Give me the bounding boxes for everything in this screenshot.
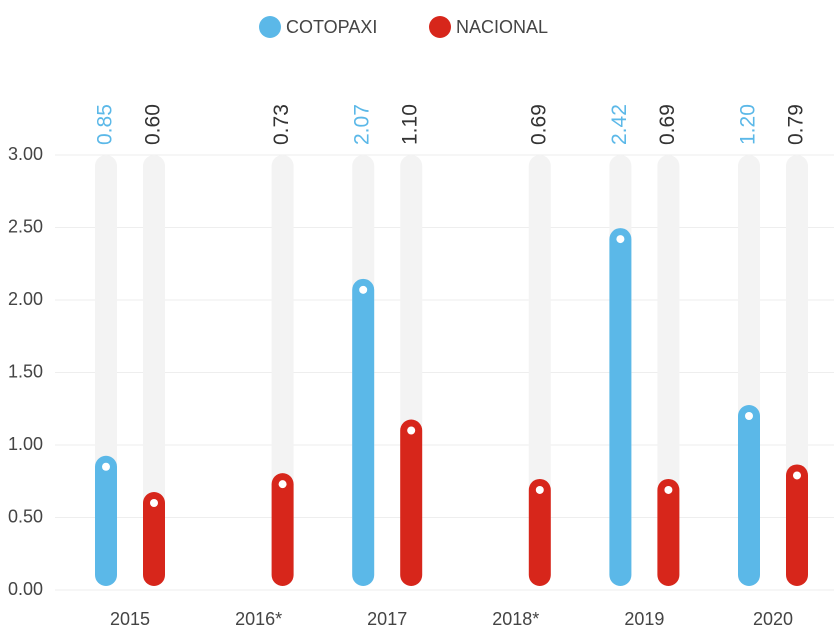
bar-dot	[745, 412, 753, 420]
value-label: 1.20	[737, 104, 760, 145]
bar	[352, 278, 375, 586]
x-tick-label: 2016*	[235, 609, 282, 629]
bar	[657, 478, 680, 586]
y-tick-label: 1.00	[8, 434, 43, 454]
legend-label: COTOPAXI	[286, 17, 377, 37]
x-tick-label: 2019	[624, 609, 664, 629]
value-label: 1.10	[399, 104, 422, 145]
value-label: 0.79	[785, 104, 808, 145]
bar	[95, 455, 117, 586]
value-label: 2.07	[351, 104, 374, 145]
y-tick-label: 0.00	[8, 579, 43, 599]
x-tick-label: 2018*	[492, 609, 539, 629]
bar-dot	[793, 471, 801, 480]
bar	[738, 405, 760, 586]
bar	[609, 228, 632, 586]
value-label: 0.60	[142, 104, 165, 145]
legend-swatch	[259, 16, 281, 38]
y-tick-label: 1.50	[8, 361, 43, 381]
bar-dot	[278, 480, 287, 489]
x-tick-label: 2020	[753, 609, 793, 629]
bar-dot	[102, 462, 110, 471]
value-label: 0.69	[656, 104, 679, 145]
x-tick-label: 2017	[367, 609, 407, 629]
bar-dot	[535, 485, 544, 494]
value-label: 0.85	[94, 104, 117, 145]
x-tick-label: 2015	[110, 609, 150, 629]
bar	[786, 464, 808, 586]
value-label: 0.73	[270, 104, 293, 145]
y-tick-label: 0.50	[8, 506, 43, 526]
y-tick-label: 2.00	[8, 289, 43, 309]
y-tick-label: 3.00	[8, 144, 43, 164]
bar	[528, 478, 551, 586]
bar	[271, 473, 294, 586]
bar	[143, 492, 165, 586]
bar-track	[657, 155, 680, 586]
legend-label: NACIONAL	[456, 17, 548, 37]
bar-dot	[359, 285, 368, 294]
bar-track	[143, 155, 165, 586]
bar-dot	[616, 235, 625, 244]
value-label: 0.69	[527, 104, 550, 145]
value-label: 2.42	[608, 104, 631, 145]
bar-track	[528, 155, 551, 586]
bar	[400, 419, 423, 586]
bar-dot	[150, 499, 158, 507]
y-tick-label: 2.50	[8, 216, 43, 236]
bar-dot	[664, 485, 673, 494]
bar-dot	[407, 426, 416, 435]
legend-swatch	[429, 16, 451, 38]
